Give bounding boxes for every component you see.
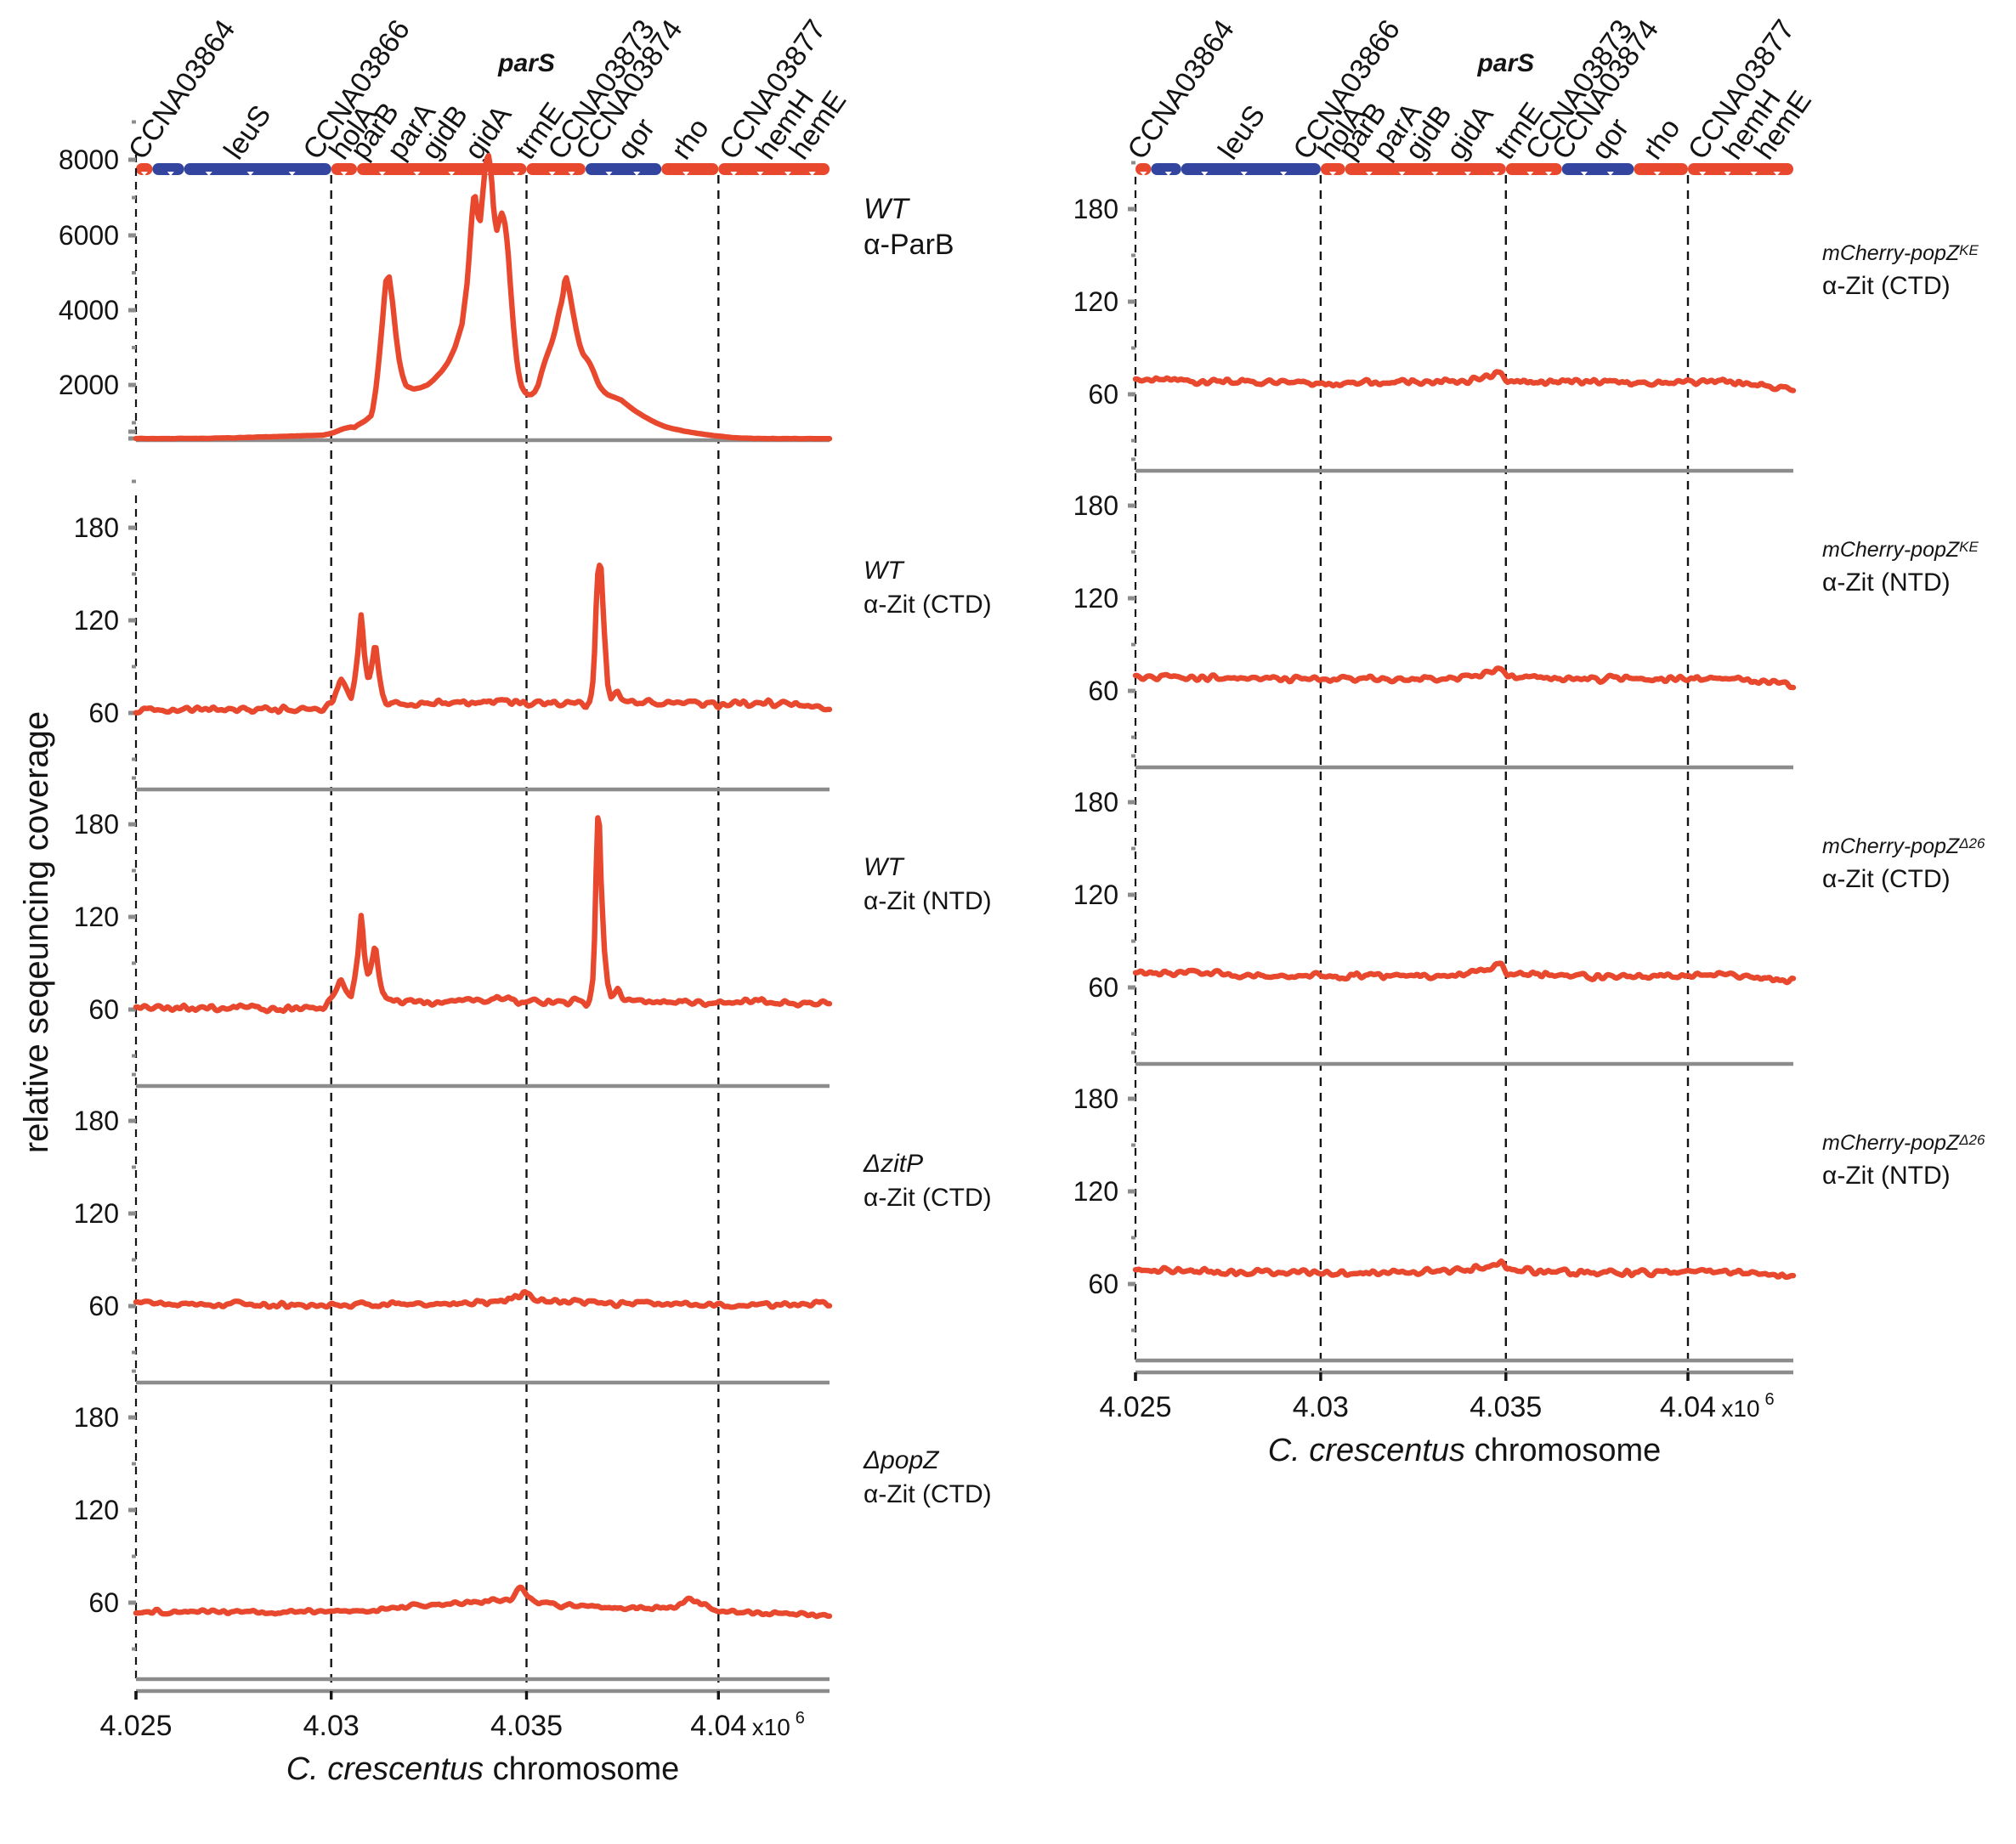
svg-text:6000: 6000 — [59, 220, 119, 251]
svg-text:α-Zit (NTD): α-Zit (NTD) — [1822, 568, 1951, 597]
svg-text:6: 6 — [1764, 1390, 1774, 1409]
svg-text:α-Zit (CTD): α-Zit (CTD) — [864, 1480, 992, 1508]
svg-text:4000: 4000 — [59, 295, 119, 325]
svg-text:WT: WT — [864, 853, 905, 881]
svg-text:ΔzitP: ΔzitP — [863, 1150, 923, 1178]
svg-text:mCherry-popZKE: mCherry-popZKE — [1822, 241, 1979, 265]
svg-text:WT: WT — [864, 557, 905, 585]
svg-text:8000: 8000 — [59, 144, 119, 175]
svg-text:180: 180 — [74, 809, 119, 840]
svg-text:60: 60 — [1088, 1269, 1118, 1299]
svg-text:4.025: 4.025 — [99, 1710, 172, 1742]
svg-text:60: 60 — [1088, 676, 1118, 706]
svg-text:2000: 2000 — [59, 370, 119, 400]
svg-text:WT: WT — [864, 193, 910, 225]
svg-text:120: 120 — [74, 1198, 119, 1229]
svg-text:180: 180 — [74, 1402, 119, 1433]
svg-text:4.04: 4.04 — [690, 1710, 746, 1742]
svg-text:60: 60 — [88, 698, 119, 728]
svg-text:4.035: 4.035 — [1470, 1391, 1542, 1423]
svg-text:180: 180 — [74, 1106, 119, 1136]
svg-text:60: 60 — [88, 994, 119, 1025]
svg-text:parS: parS — [497, 49, 555, 77]
svg-text:ΔpopZ: ΔpopZ — [863, 1446, 940, 1474]
svg-text:180: 180 — [1073, 194, 1118, 224]
svg-text:4.04: 4.04 — [1660, 1391, 1716, 1423]
svg-text:4.025: 4.025 — [1099, 1391, 1171, 1423]
svg-text:120: 120 — [1073, 1176, 1118, 1207]
svg-text:x10: x10 — [752, 1714, 790, 1740]
svg-text:180: 180 — [1073, 1083, 1118, 1114]
svg-text:180: 180 — [1073, 787, 1118, 817]
svg-text:120: 120 — [1073, 286, 1118, 317]
svg-text:α-Zit (CTD): α-Zit (CTD) — [1822, 865, 1951, 893]
svg-text:4.03: 4.03 — [303, 1710, 360, 1742]
svg-text:120: 120 — [1073, 583, 1118, 614]
svg-text:α-Zit (NTD): α-Zit (NTD) — [864, 887, 992, 915]
svg-text:4.03: 4.03 — [1293, 1391, 1349, 1423]
svg-text:4.035: 4.035 — [490, 1710, 563, 1742]
svg-text:6: 6 — [796, 1709, 805, 1728]
svg-text:180: 180 — [1073, 490, 1118, 521]
svg-text:relative seqeuncing coverage: relative seqeuncing coverage — [18, 711, 55, 1153]
svg-text:mCherry-popZKE: mCherry-popZKE — [1822, 538, 1979, 562]
svg-text:x10: x10 — [1721, 1395, 1759, 1422]
svg-text:α-Zit (CTD): α-Zit (CTD) — [864, 591, 992, 619]
svg-text:C. crescentus chromosome: C. crescentus chromosome — [1268, 1433, 1662, 1468]
svg-text:120: 120 — [74, 902, 119, 932]
svg-text:60: 60 — [88, 1587, 119, 1618]
svg-text:120: 120 — [74, 1495, 119, 1525]
svg-text:60: 60 — [1088, 972, 1118, 1003]
svg-text:parS: parS — [1476, 49, 1534, 77]
svg-text:120: 120 — [1073, 880, 1118, 910]
svg-text:180: 180 — [74, 512, 119, 543]
svg-text:120: 120 — [74, 605, 119, 636]
svg-text:α-ParB: α-ParB — [864, 229, 954, 261]
svg-text:α-Zit (NTD): α-Zit (NTD) — [1822, 1162, 1951, 1190]
svg-text:α-Zit (CTD): α-Zit (CTD) — [864, 1184, 992, 1212]
svg-text:60: 60 — [88, 1291, 119, 1321]
svg-text:60: 60 — [1088, 379, 1118, 410]
svg-text:α-Zit (CTD): α-Zit (CTD) — [1822, 272, 1951, 300]
svg-text:C. crescentus chromosome: C. crescentus chromosome — [286, 1751, 680, 1787]
